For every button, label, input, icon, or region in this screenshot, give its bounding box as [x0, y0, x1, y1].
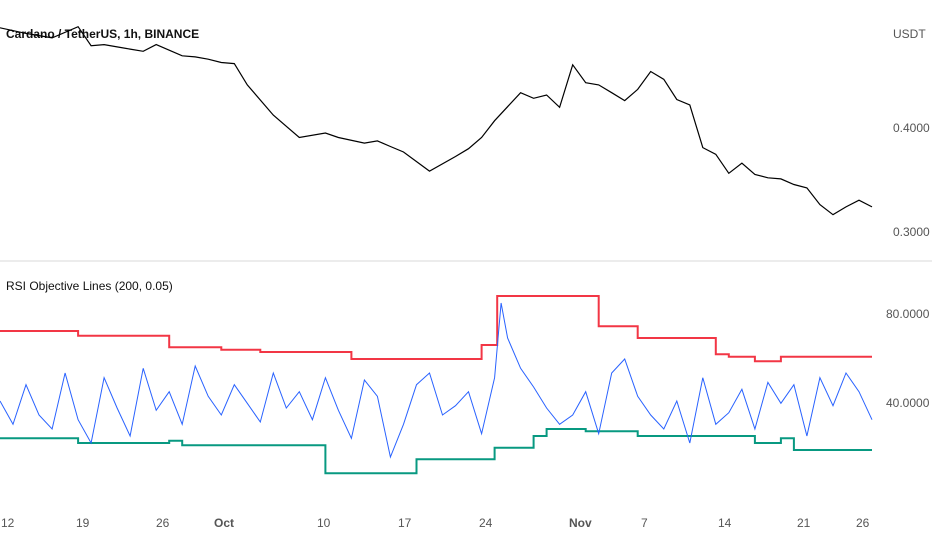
main-chart-currency: USDT — [893, 27, 926, 41]
x-tick-label: 12 — [1, 516, 15, 530]
rsi-series-line — [0, 302, 873, 459]
x-tick-label: Nov — [569, 516, 592, 530]
x-tick-label: 21 — [797, 516, 811, 530]
price-series-line — [0, 25, 873, 216]
main-chart-title: Cardano / TetherUS, 1h, BINANCE — [6, 27, 199, 41]
x-tick-label: 7 — [641, 516, 648, 530]
x-tick-label: 14 — [718, 516, 732, 530]
x-tick-label: 24 — [479, 516, 493, 530]
rsi-tick-label: 80.0000 — [886, 307, 930, 321]
rsi-tick-label: 40.0000 — [886, 396, 930, 410]
rsi-upper-objective-line — [0, 295, 872, 363]
x-tick-label: 19 — [76, 516, 90, 530]
rsi-pane: RSI Objective Lines (200, 0.05) 80.0000 … — [0, 279, 930, 475]
x-tick-label: Oct — [214, 516, 234, 530]
rsi-lower-objective-line — [0, 428, 872, 475]
price-tick-label: 0.3000 — [893, 225, 930, 239]
indicator-title: RSI Objective Lines (200, 0.05) — [6, 279, 173, 293]
x-tick-label: 26 — [156, 516, 170, 530]
x-tick-label: 26 — [856, 516, 870, 530]
x-tick-label: 17 — [398, 516, 412, 530]
price-tick-label: 0.4000 — [893, 121, 930, 135]
x-axis: 12 19 26 Oct 10 17 24 Nov 7 14 21 26 — [1, 516, 870, 530]
price-pane: Cardano / TetherUS, 1h, BINANCE USDT 0.4… — [0, 25, 930, 239]
x-tick-label: 10 — [317, 516, 331, 530]
